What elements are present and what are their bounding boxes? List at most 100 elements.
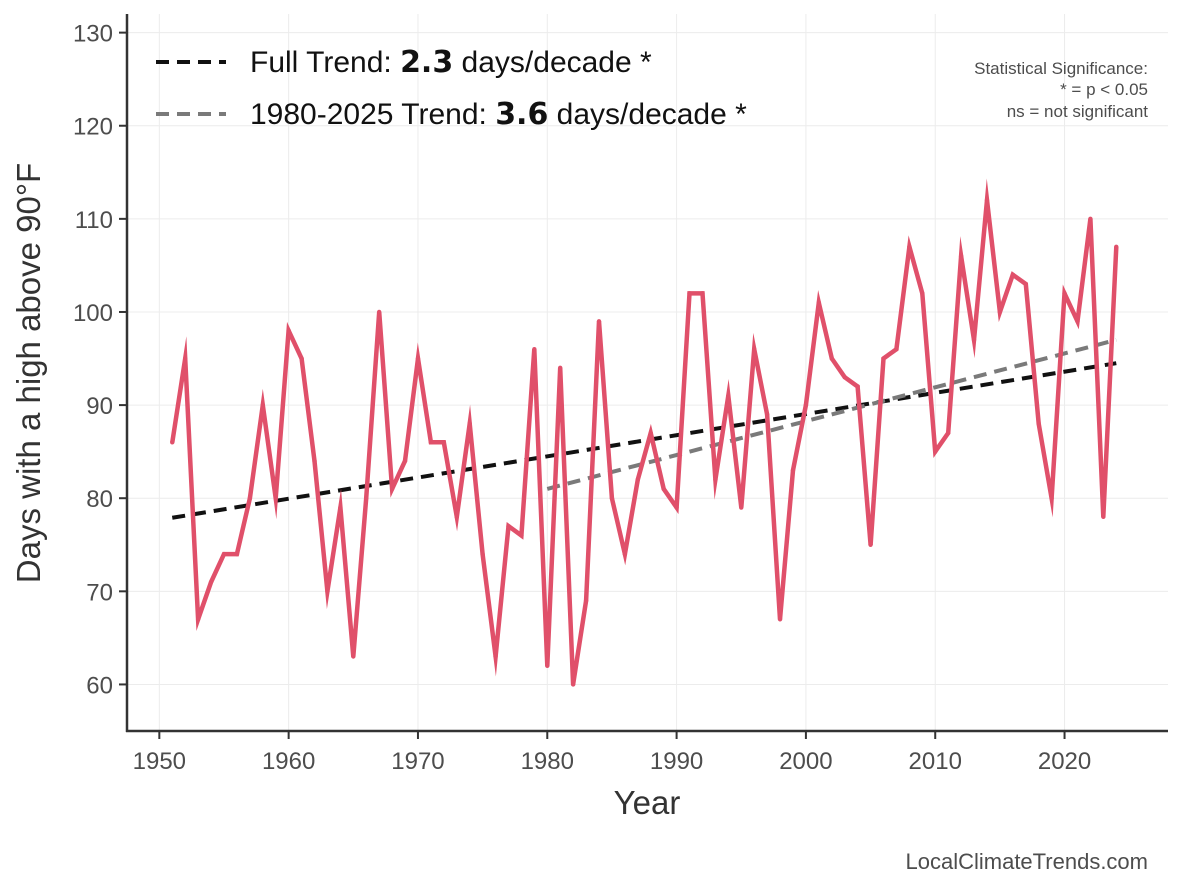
data-point-1994 <box>726 393 731 398</box>
y-tick-label-60: 60 <box>86 672 113 699</box>
data-point-1987 <box>635 477 641 482</box>
legend-recent-trend-prefix: 1980-2025 Trend: <box>250 98 495 131</box>
y-tick-label-120: 120 <box>73 114 113 141</box>
series-line <box>170 178 1119 685</box>
data-point-2009 <box>920 291 925 296</box>
data-point-2010 <box>933 449 938 454</box>
x-tick-label-1980: 1980 <box>521 748 574 775</box>
data-point-1988 <box>648 430 653 436</box>
data-point-2022 <box>1088 216 1093 222</box>
x-axis-title: Year <box>614 784 681 821</box>
data-point-2015 <box>997 309 1003 315</box>
legend-recent-trend-label: 1980-2025 Trend: 3.6 days/decade * <box>250 97 747 132</box>
data-point-1996 <box>751 347 757 352</box>
data-point-2004 <box>855 384 860 389</box>
grid-layer <box>127 14 1168 731</box>
x-tick-label-2020: 2020 <box>1038 748 1091 775</box>
data-point-1972 <box>441 440 447 445</box>
data-point-2012 <box>958 253 964 259</box>
data-point-2016 <box>1010 272 1016 277</box>
data-point-1965 <box>351 654 356 659</box>
data-point-1963 <box>325 589 330 594</box>
data-point-1983 <box>583 598 589 603</box>
data-point-1959 <box>273 496 278 501</box>
y-tick-label-90: 90 <box>86 393 113 420</box>
source-credit: LocalClimateTrends.com <box>906 849 1149 874</box>
legend: Full Trend: 2.3 days/decade * 1980-2025 … <box>156 45 747 132</box>
data-point-1953 <box>195 617 201 622</box>
y-axis-title: Days with a high above 90°F <box>10 163 47 583</box>
data-point-1997 <box>764 412 770 417</box>
legend-full-trend-prefix: Full Trend: <box>250 46 400 79</box>
data-point-1970 <box>415 356 421 361</box>
trend-layer <box>171 337 1117 520</box>
y-tick-label-130: 130 <box>73 21 113 48</box>
data-point-1971 <box>428 440 434 445</box>
tick-layer: 60 70 80 90 100 110 120 130 1950 1960 1970 1980 1990… <box>73 21 1091 775</box>
data-point-1967 <box>376 309 382 315</box>
data-point-2003 <box>842 374 847 380</box>
data-point-1956 <box>234 551 240 557</box>
data-point-1974 <box>467 421 472 426</box>
data-point-1968 <box>389 486 395 492</box>
x-tick-label-1950: 1950 <box>133 748 186 775</box>
data-point-2020 <box>1062 291 1067 296</box>
data-point-1961 <box>299 356 304 361</box>
data-point-1991 <box>687 291 692 296</box>
series-layer <box>170 178 1119 687</box>
legend-recent-trend-rate: 3.6 <box>495 97 548 132</box>
y-tick-label-80: 80 <box>86 486 113 513</box>
y-tick-label-70: 70 <box>86 579 113 606</box>
data-point-1989 <box>661 486 666 492</box>
data-point-1952 <box>182 356 188 361</box>
significance-title: Statistical Significance: <box>974 59 1148 78</box>
data-point-1998 <box>777 617 783 622</box>
data-point-1973 <box>454 514 459 520</box>
data-point-1984 <box>596 319 602 324</box>
data-point-1978 <box>519 533 524 538</box>
data-point-1977 <box>506 523 511 529</box>
significance-p-value: * = p < 0.05 <box>1060 80 1148 99</box>
data-point-1966 <box>364 496 369 501</box>
data-point-1985 <box>609 496 615 501</box>
significance-note: Statistical Significance: * = p < 0.05 n… <box>974 59 1148 121</box>
y-tick-label-100: 100 <box>73 300 113 327</box>
x-tick-label-1970: 1970 <box>391 748 444 775</box>
data-point-1964 <box>338 505 343 510</box>
data-point-1982 <box>570 682 576 687</box>
data-point-1980 <box>545 663 550 669</box>
legend-full-trend-rate: 2.3 <box>400 45 453 80</box>
data-point-1954 <box>208 579 214 585</box>
data-point-1992 <box>700 291 705 296</box>
data-point-2001 <box>816 300 822 305</box>
data-point-2002 <box>829 356 834 361</box>
data-point-2007 <box>894 347 899 352</box>
data-point-1951 <box>170 440 175 445</box>
data-point-2011 <box>945 430 951 436</box>
recent-trend-line <box>546 337 1117 491</box>
x-tick-label-2010: 2010 <box>909 748 962 775</box>
x-tick-label-2000: 2000 <box>779 748 832 775</box>
data-point-2023 <box>1101 514 1106 520</box>
significance-ns: ns = not significant <box>1007 102 1149 121</box>
data-point-2013 <box>971 337 977 343</box>
y-tick-label-110: 110 <box>75 207 113 234</box>
data-point-2006 <box>881 356 886 361</box>
data-point-1979 <box>532 347 537 352</box>
data-point-1999 <box>790 468 796 473</box>
data-point-1969 <box>402 458 408 464</box>
data-point-2005 <box>868 542 873 547</box>
data-point-1976 <box>493 654 498 659</box>
data-point-1955 <box>221 551 227 557</box>
data-point-2024 <box>1114 244 1119 249</box>
data-point-1958 <box>260 402 265 408</box>
data-point-1975 <box>480 551 485 557</box>
data-point-1995 <box>739 505 744 510</box>
data-point-2021 <box>1075 319 1080 324</box>
data-point-2000 <box>803 402 809 408</box>
x-tick-label-1990: 1990 <box>650 748 703 775</box>
axis-layer <box>125 14 1168 733</box>
legend-full-trend-suffix: days/decade * <box>453 46 652 79</box>
data-point-1993 <box>713 477 718 482</box>
